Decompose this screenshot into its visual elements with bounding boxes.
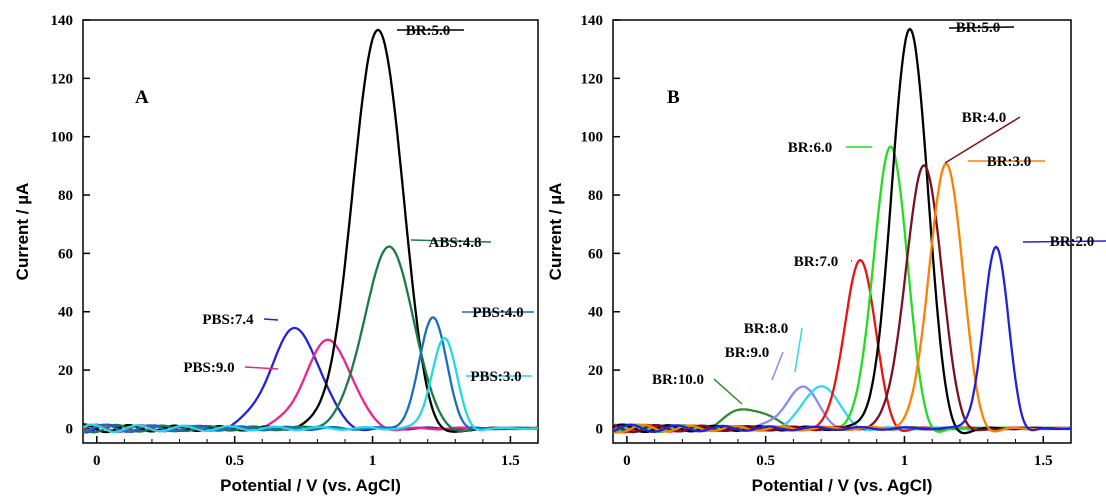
- x-tick-label: 0.5: [225, 453, 244, 469]
- label-leader-line: [948, 26, 1015, 29]
- series-label: BR:6.0: [788, 140, 833, 156]
- label-leader-line: [944, 116, 1021, 164]
- panel-letter: B: [667, 87, 680, 108]
- label-leader-line: [794, 327, 803, 373]
- series-label: PBS:9.0: [183, 360, 234, 376]
- label-leader-line: [771, 351, 784, 381]
- series-line-pbs-3-0: [83, 336, 538, 434]
- series-line-abs-4-8: [83, 245, 538, 434]
- label-leader-line: [263, 318, 279, 321]
- x-axis-title: Potential / V (vs. AgCl): [220, 476, 401, 495]
- y-tick-label: 80: [588, 188, 603, 204]
- plot-frame: [82, 19, 539, 444]
- y-tick-label: 140: [581, 13, 604, 29]
- y-tick-label: 80: [58, 188, 73, 204]
- series-label: BR:7.0: [794, 254, 839, 270]
- y-tick-label: 60: [58, 246, 73, 262]
- series-label: ABS:4.8: [429, 235, 482, 251]
- y-tick-label: 40: [588, 305, 603, 321]
- y-tick-label: 140: [51, 13, 74, 29]
- series-label: BR:3.0: [987, 154, 1032, 170]
- y-tick-label: 100: [581, 130, 604, 146]
- x-tick-label: 0: [623, 453, 631, 469]
- series-line-pbs-4-0: [83, 316, 538, 434]
- series-label: BR:2.0: [1050, 234, 1095, 250]
- y-tick-label: 100: [51, 130, 74, 146]
- y-tick-label: 60: [588, 246, 603, 262]
- series-label: BR:5.0: [406, 23, 451, 39]
- y-axis-title: Current / µA: [13, 183, 32, 281]
- series-line-br-3-0: [613, 162, 1071, 434]
- series-label: PBS:3.0: [470, 369, 521, 385]
- series-label: PBS:4.0: [472, 305, 523, 321]
- x-axis-title: Potential / V (vs. AgCl): [752, 476, 933, 495]
- series-line-br-6-0: [613, 145, 1071, 434]
- chart-panel-b: 0 20 40 60 80 100 120 140 0 0.5 1 1.5 Potential / V …: [546, 13, 1106, 495]
- plot-frame: [612, 19, 1072, 444]
- series-label: BR:9.0: [725, 345, 770, 361]
- chart-panel-a: 0 20 40 60 80 100 120 140 0 0.5 1 1.5 Potential / V …: [13, 13, 539, 495]
- series-line-br-2-0: [613, 245, 1071, 433]
- y-tick-label: 120: [51, 71, 74, 87]
- series-label: BR:8.0: [744, 321, 789, 337]
- y-tick-label: 120: [581, 71, 604, 87]
- x-tick-label: 1: [369, 453, 377, 469]
- series-label: BR:4.0: [962, 110, 1007, 126]
- panel-letter: A: [135, 87, 149, 108]
- y-tick-label: 40: [58, 305, 73, 321]
- x-tick-label: 1: [901, 453, 909, 469]
- series-label: PBS:7.4: [202, 312, 254, 328]
- series-label: BR:10.0: [652, 372, 704, 388]
- x-tick-label: 1.5: [1034, 453, 1053, 469]
- x-tick-label: 0: [93, 453, 101, 469]
- x-tick-label: 0.5: [756, 453, 775, 469]
- series-group: [83, 28, 538, 434]
- label-leader-line: [410, 239, 492, 243]
- y-axis-title: Current / µA: [546, 183, 565, 281]
- y-tick-label: 20: [58, 363, 73, 379]
- y-tick-label: 20: [588, 363, 603, 379]
- y-tick-label: 0: [596, 421, 604, 437]
- x-tick-label: 1.5: [501, 453, 520, 469]
- series-label: BR:5.0: [956, 20, 1001, 36]
- label-leader-line: [1022, 240, 1106, 243]
- series-line-br-4-0: [613, 163, 1071, 434]
- series-group: [613, 27, 1071, 435]
- y-tick-label: 0: [66, 421, 74, 437]
- label-leader-line: [244, 366, 279, 370]
- label-leader-line: [713, 378, 743, 405]
